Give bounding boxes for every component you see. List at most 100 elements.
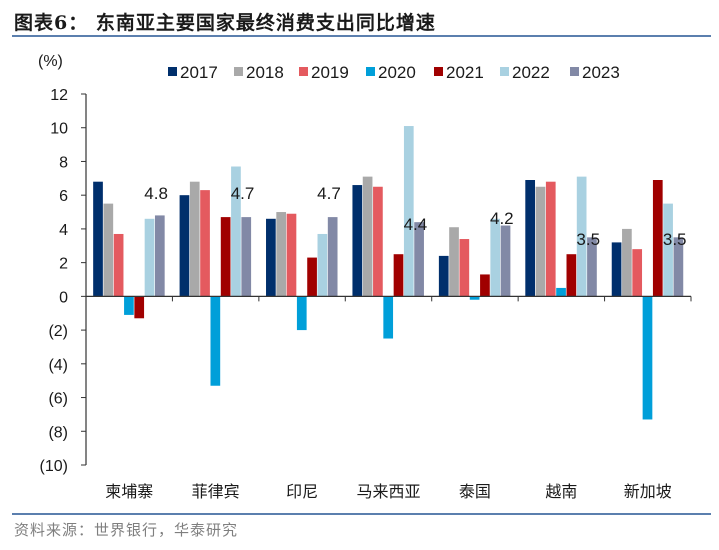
bar-2017-6	[611, 242, 622, 297]
bar-2017-4	[438, 255, 449, 297]
bar-2019-2	[286, 213, 297, 297]
legend-swatch-2019	[299, 67, 308, 76]
bar-2021-1	[220, 217, 231, 297]
bar-2022-4	[490, 218, 501, 297]
bar-2023-5	[587, 237, 597, 297]
bar-2018-1	[189, 181, 200, 297]
bar-2022-5	[576, 176, 587, 297]
category-label: 柬埔寨	[105, 482, 153, 501]
bar-2020-6	[642, 296, 653, 420]
bar-2023-3	[414, 222, 424, 297]
y-tick-label: (8)	[48, 424, 68, 441]
x-axis	[85, 295, 692, 302]
legend-label-2020: 2020	[378, 63, 416, 82]
bar-2017-3	[352, 185, 363, 297]
legend-label-2019: 2019	[311, 63, 349, 82]
bar-2023-4	[500, 225, 511, 297]
bar-2018-5	[535, 186, 546, 297]
category-label: 新加坡	[624, 482, 672, 501]
bar-2023-0	[154, 215, 165, 297]
legend-swatch-2020	[366, 67, 375, 76]
bar-2017-5	[525, 180, 536, 297]
y-tick-label: 8	[59, 154, 68, 171]
bar-2019-3	[373, 186, 383, 297]
legend-swatch-2021	[434, 67, 443, 76]
category-labels: 柬埔寨 菲律宾 印尼 马来西亚 泰国 越南 新加坡	[105, 482, 672, 501]
chart-title: 图表6： 东南亚主要国家最终消费支出同比增速	[14, 12, 436, 34]
bar-2019-4	[459, 239, 470, 297]
bar-2021-0	[134, 296, 145, 319]
bar-2018-0	[103, 203, 114, 297]
source-note: 资料来源：世界银行，华泰研究	[14, 521, 239, 539]
data-label: 3.5	[663, 230, 687, 249]
bar-2020-2	[296, 296, 307, 331]
legend-swatch-2018	[234, 67, 243, 76]
data-label: 4.4	[404, 215, 428, 234]
y-tick-label: (2)	[48, 323, 68, 340]
bar-2018-3	[362, 176, 373, 297]
bar-2021-4	[480, 274, 490, 297]
bar-2022-0	[144, 218, 155, 297]
bar-2020-1	[210, 296, 221, 386]
bar-2022-2	[317, 233, 328, 297]
y-tick-label: 10	[50, 121, 68, 138]
bar-2017-2	[266, 218, 276, 297]
bar-2021-5	[566, 254, 577, 297]
y-tick-label: 4	[59, 222, 68, 239]
legend-label-2021: 2021	[446, 63, 484, 82]
bar-2023-6	[673, 237, 684, 297]
y-tick-label: (6)	[48, 391, 68, 408]
bar-2017-1	[179, 195, 190, 297]
bar-2018-6	[622, 228, 632, 297]
legend-label-2017: 2017	[180, 63, 218, 82]
bar-2021-2	[307, 257, 317, 297]
y-axis: 12 10 8 6 4 2 0 (2) (4) (6) (8) (10)	[40, 87, 87, 475]
bar-2020-5	[556, 287, 566, 297]
legend-label-2022: 2022	[512, 63, 550, 82]
y-tick-label: 0	[59, 289, 68, 306]
category-label: 菲律宾	[192, 482, 240, 501]
category-label: 马来西亚	[356, 482, 420, 501]
bar-2022-6	[663, 203, 673, 297]
y-tick-label: 12	[50, 87, 68, 104]
legend-label-2023: 2023	[582, 63, 620, 82]
category-label: 泰国	[459, 482, 491, 501]
bar-2023-1	[241, 217, 252, 297]
bar-2020-0	[124, 296, 134, 315]
footer-divider	[12, 513, 711, 515]
bar-2019-1	[200, 190, 210, 297]
bar-2020-4	[469, 296, 480, 300]
legend: 2017 2018 2019 2020 2021 2022 2023	[168, 63, 620, 82]
category-label: 印尼	[286, 482, 318, 501]
y-tick-label: 2	[59, 256, 68, 273]
data-labels: 4.8 4.7 4.7 4.4 4.2 3.5 3.5	[144, 184, 686, 249]
bar-2021-3	[393, 254, 404, 297]
legend-swatch-2023	[570, 67, 579, 76]
bar-2019-0	[113, 233, 124, 297]
bar-2018-4	[449, 227, 459, 297]
legend-label-2018: 2018	[246, 63, 284, 82]
y-tick-label: (4)	[48, 357, 68, 374]
y-tick-label: 6	[59, 188, 68, 205]
data-label: 3.5	[576, 230, 600, 249]
data-label: 4.7	[317, 184, 341, 203]
bar-2019-5	[545, 181, 556, 297]
data-label: 4.2	[490, 209, 514, 228]
y-axis-unit-label: (%)	[38, 53, 63, 70]
category-label: 越南	[545, 482, 577, 501]
bar-2020-3	[383, 296, 394, 339]
bar-2022-3	[403, 126, 414, 297]
bar-2019-6	[632, 249, 643, 297]
legend-swatch-2017	[168, 67, 177, 76]
data-label: 4.7	[231, 184, 255, 203]
y-tick-label: (10)	[40, 458, 68, 475]
bar-2021-6	[652, 180, 663, 297]
bars	[93, 126, 684, 420]
data-label: 4.8	[144, 184, 168, 203]
bar-2017-0	[93, 181, 103, 297]
bar-2018-2	[276, 212, 287, 297]
bar-2023-2	[327, 217, 338, 297]
bar-2022-1	[231, 166, 241, 297]
title-divider	[12, 35, 711, 37]
